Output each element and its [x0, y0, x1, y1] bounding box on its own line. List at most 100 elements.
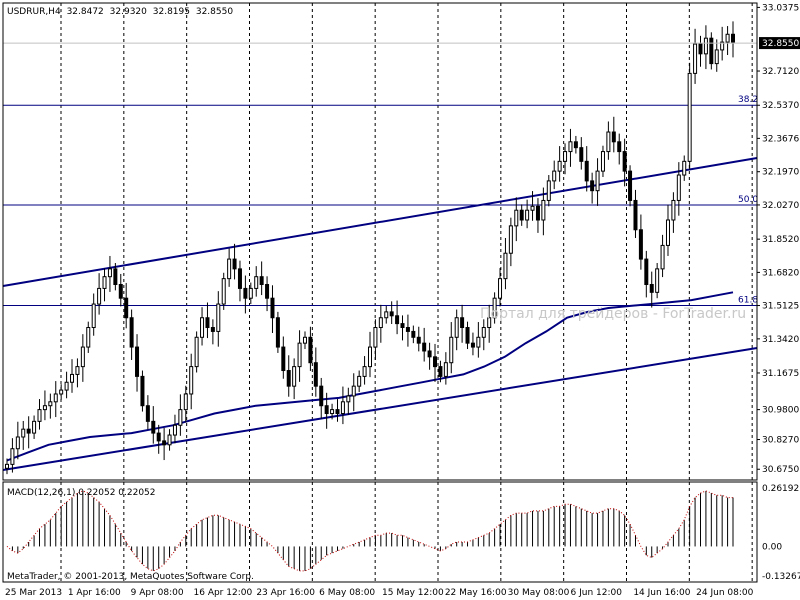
- candle-body: [335, 409, 340, 415]
- header-low: 32.8195: [153, 7, 190, 17]
- candle-body: [470, 342, 475, 348]
- copyright-footer: MetaTrader, © 2001-2013, MetaQuotes Soft…: [7, 572, 254, 582]
- candle-body: [259, 276, 264, 286]
- y-tick-label: 30.6750: [762, 465, 799, 475]
- candle-body: [167, 434, 172, 446]
- candle-body: [395, 315, 400, 325]
- candle-body: [373, 327, 378, 348]
- y-tick-label: 31.3420: [762, 335, 799, 345]
- candle-body: [140, 375, 145, 407]
- candle-body: [357, 375, 362, 387]
- header-close: 32.8550: [196, 7, 233, 17]
- candle-body: [443, 362, 448, 377]
- x-tick-label: 6 May 08:00: [319, 588, 375, 598]
- x-tick-label: 16 Apr 12:00: [194, 588, 253, 598]
- candle-body: [151, 420, 156, 434]
- current-price-label: 32.8550: [762, 39, 799, 49]
- candle-body: [275, 317, 280, 348]
- watermark: Портал для трейдеров - ForTrader.ru: [480, 306, 746, 322]
- candle-body: [340, 401, 345, 415]
- candle-body: [15, 436, 20, 450]
- candles: [5, 21, 735, 475]
- candle-body: [346, 395, 351, 403]
- candle-body: [42, 405, 47, 411]
- candle-body: [232, 258, 237, 270]
- candle-body: [611, 131, 616, 143]
- candle-body: [498, 278, 503, 299]
- candle-body: [183, 393, 188, 411]
- candle-body: [265, 284, 270, 299]
- candle-body: [535, 205, 540, 221]
- candle-body: [514, 209, 519, 227]
- candle-body: [37, 409, 42, 422]
- y-tick-label: 30.9800: [762, 406, 799, 416]
- candle-body: [427, 350, 432, 358]
- candle-body: [600, 151, 605, 172]
- candle-body: [292, 366, 297, 387]
- candle-body: [297, 342, 302, 368]
- time-axis[interactable]: 25 Mar 2013 1 Apr 16:00 9 Apr 08:00 16 Apr …: [5, 588, 754, 598]
- candle-body: [135, 346, 140, 377]
- candle-body: [438, 366, 443, 377]
- candle-body: [10, 448, 15, 465]
- candle-body: [21, 428, 26, 438]
- candle-body: [633, 199, 638, 231]
- fib-level-label: 50.0: [738, 195, 758, 205]
- chart-header: USDRUR,H4 32.8472 32.9320 32.8195 32.855…: [7, 7, 233, 17]
- macd-tick-label: 0.00: [762, 542, 782, 552]
- candle-body: [720, 41, 725, 51]
- candle-body: [308, 336, 313, 364]
- candle-body: [368, 346, 372, 368]
- header-symbol: USDRUR,H4: [7, 7, 61, 17]
- candle-body: [563, 151, 568, 162]
- candle-body: [313, 362, 318, 387]
- fib-level-label: 38.2: [738, 95, 758, 105]
- candle-body: [162, 440, 167, 446]
- candle-body: [145, 405, 150, 422]
- candle-body: [32, 420, 37, 434]
- candle-body: [384, 311, 389, 319]
- candle-body: [378, 317, 383, 329]
- candle-body: [254, 276, 259, 289]
- header-open: 32.8472: [67, 7, 104, 17]
- candle-body: [221, 278, 226, 305]
- candle-body: [649, 284, 654, 293]
- candle-body: [227, 258, 232, 280]
- moving-average-line: [6, 291, 734, 462]
- candle-body: [53, 393, 58, 403]
- candle-body: [525, 209, 530, 221]
- candle-body: [86, 327, 91, 348]
- y-tick-label: 31.8520: [762, 235, 799, 245]
- macd-axis: 0.26192 0.00 -0.13267: [762, 484, 800, 582]
- candle-body: [557, 160, 562, 172]
- candle-body: [113, 268, 118, 286]
- candle-body: [606, 131, 611, 153]
- price-axis[interactable]: 30.6750 30.8270 30.9800 31.1675 31.3420 31.51…: [757, 3, 799, 475]
- candle-body: [725, 33, 730, 43]
- macd-histogram: [6, 490, 734, 572]
- candle-body: [573, 141, 578, 149]
- candle-body: [248, 287, 253, 299]
- candle-body: [698, 43, 703, 55]
- x-tick-label: 22 May 16:00: [445, 588, 507, 598]
- candle-body: [324, 405, 329, 415]
- candle-body: [492, 297, 497, 319]
- x-tick-label: 24 Jun 08:00: [696, 588, 753, 598]
- candle-body: [433, 356, 438, 368]
- candle-body: [676, 174, 681, 201]
- candle-body: [665, 219, 670, 246]
- x-tick-label: 15 May 12:00: [382, 588, 444, 598]
- candle-body: [237, 268, 242, 289]
- x-tick-label: 30 May 08:00: [508, 588, 570, 598]
- candle-body: [595, 170, 600, 192]
- candle-body: [330, 409, 335, 415]
- candle-body: [671, 199, 676, 221]
- channel-lower-trendline[interactable]: [2, 347, 758, 471]
- candle-body: [405, 327, 410, 332]
- candle-body: [189, 366, 194, 395]
- candle-body: [546, 180, 551, 201]
- candle-body: [59, 389, 64, 395]
- candle-body: [541, 199, 546, 221]
